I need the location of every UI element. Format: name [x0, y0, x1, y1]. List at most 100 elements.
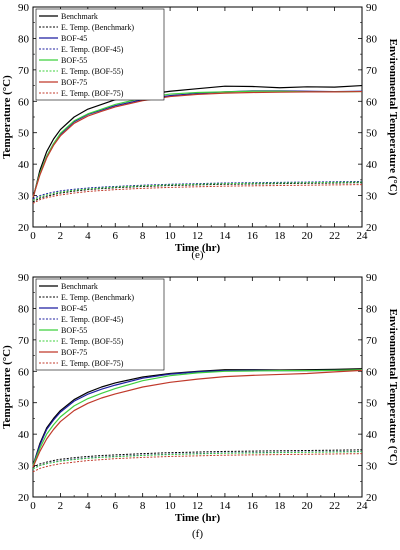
x-tick-label: 4: [85, 500, 91, 512]
series-line-e-temp-benchmark-: [32, 182, 363, 203]
legend: Benchmark E. Temp. (Benchmark) BOF-45 E. Te…: [35, 278, 165, 371]
y-tick-label: 50: [18, 398, 30, 410]
series-line-bof-75: [32, 369, 363, 468]
legend-entry: Benchmark: [61, 12, 98, 21]
x-tick-label: 12: [192, 500, 203, 512]
y2-tick-label: 30: [366, 191, 378, 203]
y-tick-label: 90: [18, 2, 30, 14]
legend-entry: E. Temp. (Benchmark): [61, 23, 134, 32]
x-tick-label: 18: [274, 500, 286, 512]
x-tick-label: 10: [165, 230, 177, 242]
y2-tick-label: 20: [366, 222, 378, 234]
series-line-e-temp-bof-75-: [32, 453, 363, 473]
y-tick-label: 50: [18, 128, 30, 140]
x-tick-label: 24: [357, 230, 369, 242]
legend-entry: Benchmark: [61, 282, 98, 291]
panel-label: (f): [192, 528, 203, 540]
series-line-e-temp-bof-55-: [32, 451, 363, 470]
x-tick-label: 8: [140, 230, 146, 242]
y2-tick-label: 40: [366, 159, 378, 171]
legend-entry: E. Temp. (Benchmark): [61, 293, 134, 302]
legend-entry: BOF-55: [61, 56, 87, 65]
y-tick-label: 70: [18, 335, 30, 347]
y2-tick-label: 90: [366, 2, 378, 14]
y2-axis-label: Environmental Temperature (°C): [387, 309, 399, 466]
y2-tick-label: 80: [366, 303, 378, 315]
y-axis-label: Temperature (°C): [1, 75, 13, 159]
x-tick-label: 6: [113, 230, 119, 242]
series-line-bof-55: [32, 90, 363, 198]
x-tick-label: 0: [30, 230, 36, 242]
x-tick-label: 20: [302, 230, 314, 242]
y2-tick-label: 60: [366, 366, 378, 378]
legend-entry: E. Temp. (BOF-55): [61, 337, 124, 346]
legend-entry: BOF-55: [61, 326, 87, 335]
legend-entry: BOF-75: [61, 348, 87, 357]
y-tick-label: 80: [18, 303, 30, 315]
series-line-bof-45: [32, 90, 363, 198]
x-tick-label: 16: [247, 500, 259, 512]
x-tick-label: 10: [165, 500, 177, 512]
x-tick-label: 22: [329, 500, 340, 512]
x-tick-label: 14: [219, 500, 231, 512]
x-tick-label: 2: [58, 500, 64, 512]
y-tick-label: 80: [18, 33, 30, 45]
x-axis-label: Time (hr): [175, 512, 221, 524]
y-tick-label: 30: [18, 191, 30, 203]
panel-label: (e): [191, 249, 204, 261]
y2-tick-label: 50: [366, 128, 378, 140]
legend-entry: E. Temp. (BOF-75): [61, 89, 124, 98]
y2-tick-label: 90: [366, 272, 378, 284]
x-tick-label: 24: [357, 500, 369, 512]
x-tick-label: 6: [113, 500, 119, 512]
y2-tick-label: 20: [366, 492, 378, 504]
x-axis-label: Time (hr): [175, 242, 221, 254]
legend-entry: E. Temp. (BOF-75): [61, 359, 124, 368]
legend-box: [35, 8, 165, 101]
x-tick-label: 20: [302, 500, 314, 512]
x-tick-label: 2: [58, 230, 64, 242]
y2-axis-label: Environmental Temperature (°C): [387, 39, 399, 196]
legend-entry: BOF-75: [61, 78, 87, 87]
series-line-bof-75: [32, 90, 363, 198]
series-line-e-temp-bof-45-: [32, 180, 363, 200]
legend-entry: BOF-45: [61, 34, 87, 43]
x-tick-label: 16: [247, 230, 259, 242]
y-tick-label: 60: [18, 366, 30, 378]
series-line-bof-45: [32, 369, 363, 466]
x-tick-label: 14: [219, 230, 231, 242]
y2-tick-label: 40: [366, 429, 378, 441]
y-tick-label: 40: [18, 159, 30, 171]
y-tick-label: 70: [18, 65, 30, 77]
x-tick-label: 18: [274, 230, 286, 242]
x-tick-label: 0: [30, 500, 36, 512]
x-tick-label: 4: [85, 230, 91, 242]
y2-tick-label: 70: [366, 65, 378, 77]
y-tick-label: 40: [18, 429, 30, 441]
series-line-e-temp-bof-55-: [32, 181, 363, 201]
y-tick-label: 90: [18, 272, 30, 284]
y2-tick-label: 30: [366, 461, 378, 473]
x-tick-label: 8: [140, 500, 146, 512]
y2-tick-label: 80: [366, 33, 378, 45]
legend-entry: E. Temp. (BOF-45): [61, 45, 124, 54]
y-tick-label: 20: [18, 492, 30, 504]
series-line-benchmark: [32, 368, 363, 466]
series-line-e-temp-benchmark-: [32, 449, 363, 468]
series-line-bof-55: [32, 369, 363, 466]
y2-tick-label: 60: [366, 96, 378, 108]
y2-tick-label: 70: [366, 335, 378, 347]
legend: Benchmark E. Temp. (Benchmark) BOF-45 E. Te…: [35, 8, 165, 101]
legend-box: [35, 278, 165, 371]
y-tick-label: 30: [18, 461, 30, 473]
x-tick-label: 22: [329, 230, 340, 242]
legend-entry: E. Temp. (BOF-55): [61, 67, 124, 76]
series-line-e-temp-bof-75-: [32, 184, 363, 204]
y-tick-label: 20: [18, 222, 30, 234]
y2-tick-label: 50: [366, 398, 378, 410]
legend-entry: E. Temp. (BOF-45): [61, 315, 124, 324]
x-tick-label: 12: [192, 230, 203, 242]
